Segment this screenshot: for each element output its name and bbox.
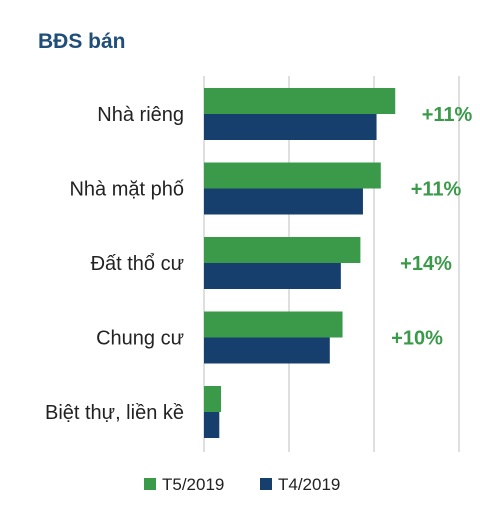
legend-swatch <box>144 478 156 490</box>
category-label: Nhà mặt phố <box>69 179 184 201</box>
bar-series2 <box>204 188 363 215</box>
category-label: Biệt thự, liền kề <box>45 402 184 424</box>
bar-series1 <box>204 386 221 412</box>
chart-title: BĐS bán <box>38 30 126 53</box>
bar-series2 <box>204 263 341 289</box>
change-label: +11% <box>411 179 462 201</box>
bar-series1 <box>204 162 381 189</box>
bar-series2 <box>204 114 377 140</box>
legend-swatch <box>260 478 272 490</box>
legend-label: T4/2019 <box>278 475 340 494</box>
change-label: +14% <box>400 253 452 275</box>
bar-series1 <box>204 88 396 114</box>
category-label: Nhà riêng <box>97 104 184 126</box>
change-label: +10% <box>391 328 443 350</box>
bar-series1 <box>204 311 343 338</box>
category-labels: Nhà riêng Nhà mặt phố Đất thổ cư Chung cư Bi… <box>45 104 184 424</box>
bars <box>204 88 396 438</box>
category-label: Đất thổ cư <box>91 253 184 275</box>
bar-series2 <box>204 337 330 364</box>
bar-series1 <box>204 237 361 263</box>
legend: T5/2019 T4/2019 <box>144 475 340 494</box>
category-label: Chung cư <box>96 328 184 350</box>
bar-series2 <box>204 412 220 438</box>
change-labels: +11% +11% +14% +10% <box>391 104 472 350</box>
legend-label: T5/2019 <box>162 475 224 494</box>
change-label: +11% <box>422 104 473 126</box>
